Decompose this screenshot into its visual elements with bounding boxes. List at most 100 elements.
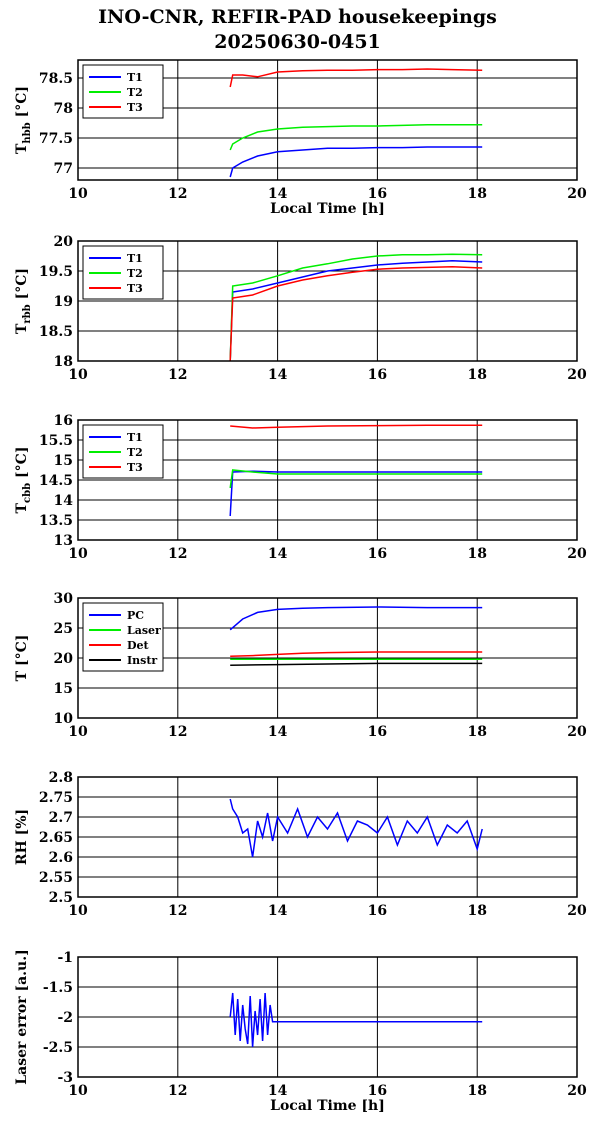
- plot-frame: [77, 59, 578, 181]
- series-line-t1: [229, 146, 483, 178]
- x-tick-label: 10: [68, 367, 88, 383]
- legend-label: T3: [127, 101, 143, 114]
- series-line-1: [229, 992, 483, 1048]
- legend-label: T2: [127, 86, 143, 99]
- x-tick-label: 20: [567, 1083, 587, 1099]
- x-tick-label: 16: [368, 367, 387, 383]
- y-tick-label: 2.55: [39, 870, 73, 886]
- chart-panel-5: 2.5 2.55 2.6 2.65 2.7 2.75 2.8 10 12 14 16 18 20 RH […: [14, 770, 587, 919]
- x-tick-label: 10: [68, 903, 88, 919]
- y-tick-label: 2.8: [49, 770, 73, 786]
- y-tick-label: 18: [54, 354, 73, 370]
- y-tick-label: -1.5: [43, 980, 73, 996]
- x-tick-label: 12: [168, 903, 187, 919]
- plot-frame: [77, 597, 578, 719]
- x-tick-label: 10: [68, 186, 88, 202]
- x-tick-label: 16: [368, 724, 387, 740]
- legend-label: T2: [127, 446, 143, 459]
- series-line-t3: [230, 424, 483, 429]
- y-tick-label: 15: [54, 681, 73, 697]
- y-tick-label: 10: [54, 711, 74, 727]
- x-tick-label: 16: [368, 1083, 387, 1099]
- y-tick-label: 19: [54, 294, 73, 310]
- chart-panel-2: 18 18.5 19 19.5 20 10 12 14 16 18 20 Trbb[°C] T1 T2 T3: [14, 234, 587, 383]
- series-line-t2: [229, 124, 483, 151]
- x-tick-label: 20: [567, 367, 587, 383]
- x-tick-label: 14: [268, 1083, 288, 1099]
- legend-label: T1: [127, 71, 143, 84]
- series-line-t1: [229, 260, 483, 361]
- series-line-t2: [229, 469, 483, 489]
- x-tick-label: 12: [168, 546, 187, 562]
- plot-frame: [77, 240, 578, 362]
- x-tick-label: 18: [467, 903, 486, 919]
- y-tick-label: 18.5: [39, 324, 73, 340]
- x-tick-label: 10: [68, 724, 88, 740]
- x-tick-label: 10: [68, 1083, 88, 1099]
- x-tick-label: 16: [368, 186, 387, 202]
- x-tick-label: 18: [467, 367, 486, 383]
- legend-label: T1: [127, 431, 143, 444]
- x-tick-label: 14: [268, 903, 288, 919]
- y-tick-label: 16: [54, 413, 73, 429]
- y-axis-label: Thbb[°C]: [14, 86, 33, 154]
- y-tick-label: 2.65: [39, 830, 73, 846]
- y-tick-label: 20: [54, 651, 74, 667]
- figure-title: INO-CNR, REFIR-PAD housekeepings: [98, 6, 497, 28]
- x-tick-label: 20: [567, 903, 587, 919]
- y-tick-label: 78.5: [39, 71, 73, 87]
- y-tick-label: 14: [54, 493, 74, 509]
- plot-frame: [77, 956, 578, 1078]
- legend-label: Laser: [127, 624, 161, 637]
- series-line-pc: [229, 606, 483, 631]
- legend-label: T3: [127, 461, 143, 474]
- chart-panel-6: -3 -2.5 -2 -1.5 -1 10 12 14 16 18 20 Local Time [h]…: [14, 949, 587, 1114]
- y-axis-label: Trbb[°C]: [14, 268, 33, 334]
- y-tick-label: -1: [57, 950, 73, 966]
- x-axis-label: Local Time [h]: [270, 201, 385, 217]
- series-line-t3: [229, 266, 483, 361]
- y-tick-label: 77.5: [39, 131, 73, 147]
- legend-label: Instr: [127, 654, 157, 667]
- y-tick-label: 77: [54, 161, 73, 177]
- y-axis-label: T [°C]: [14, 635, 30, 682]
- series-line-t2: [229, 253, 483, 361]
- plot-frame: [77, 419, 578, 541]
- y-tick-label: 78: [54, 101, 73, 117]
- legend-label: T2: [127, 267, 143, 280]
- y-tick-label: 13: [54, 533, 73, 549]
- x-tick-label: 20: [567, 186, 587, 202]
- y-tick-label: 2.75: [39, 790, 73, 806]
- y-tick-label: 13.5: [39, 513, 73, 529]
- x-tick-label: 10: [68, 546, 88, 562]
- y-tick-label: 2.6: [49, 850, 73, 866]
- y-tick-label: 15: [54, 453, 73, 469]
- y-tick-label: -2: [57, 1010, 73, 1026]
- x-axis-label: Local Time [h]: [270, 1098, 385, 1114]
- x-tick-label: 18: [467, 186, 486, 202]
- y-tick-label: 15.5: [39, 433, 73, 449]
- legend-label: T1: [127, 252, 143, 265]
- x-tick-label: 12: [168, 367, 187, 383]
- x-tick-label: 12: [168, 724, 187, 740]
- x-tick-label: 18: [467, 724, 486, 740]
- chart-panel-4: 10 15 20 25 30 10 12 14 16 18 20 T [°C] PC Laser Det In…: [14, 591, 587, 740]
- chart-panel-1: 77 77.5 78 78.5 10 12 14 16 18 20 Local Time [h] Th…: [14, 59, 587, 217]
- x-tick-label: 12: [168, 1083, 187, 1099]
- x-tick-label: 14: [268, 367, 288, 383]
- chart-panel-3: 13 13.5 14 14.5 15 15.5 16 10 12 14 16 18 20 Tcbb[°C]…: [14, 413, 587, 562]
- y-tick-label: 14.5: [39, 473, 73, 489]
- y-tick-label: -3: [57, 1070, 73, 1086]
- x-tick-label: 16: [368, 546, 387, 562]
- series-line-1: [229, 798, 483, 858]
- figure-subtitle: 20250630-0451: [214, 31, 381, 53]
- series-line-det: [230, 651, 483, 657]
- legend-label: T3: [127, 282, 143, 295]
- y-tick-label: 19.5: [39, 264, 73, 280]
- x-tick-label: 20: [567, 724, 587, 740]
- y-tick-label: -2.5: [43, 1040, 73, 1056]
- x-tick-label: 18: [467, 1083, 486, 1099]
- y-axis-label: Tcbb[°C]: [14, 447, 33, 514]
- series-line-t3: [229, 68, 483, 88]
- x-tick-label: 12: [168, 186, 187, 202]
